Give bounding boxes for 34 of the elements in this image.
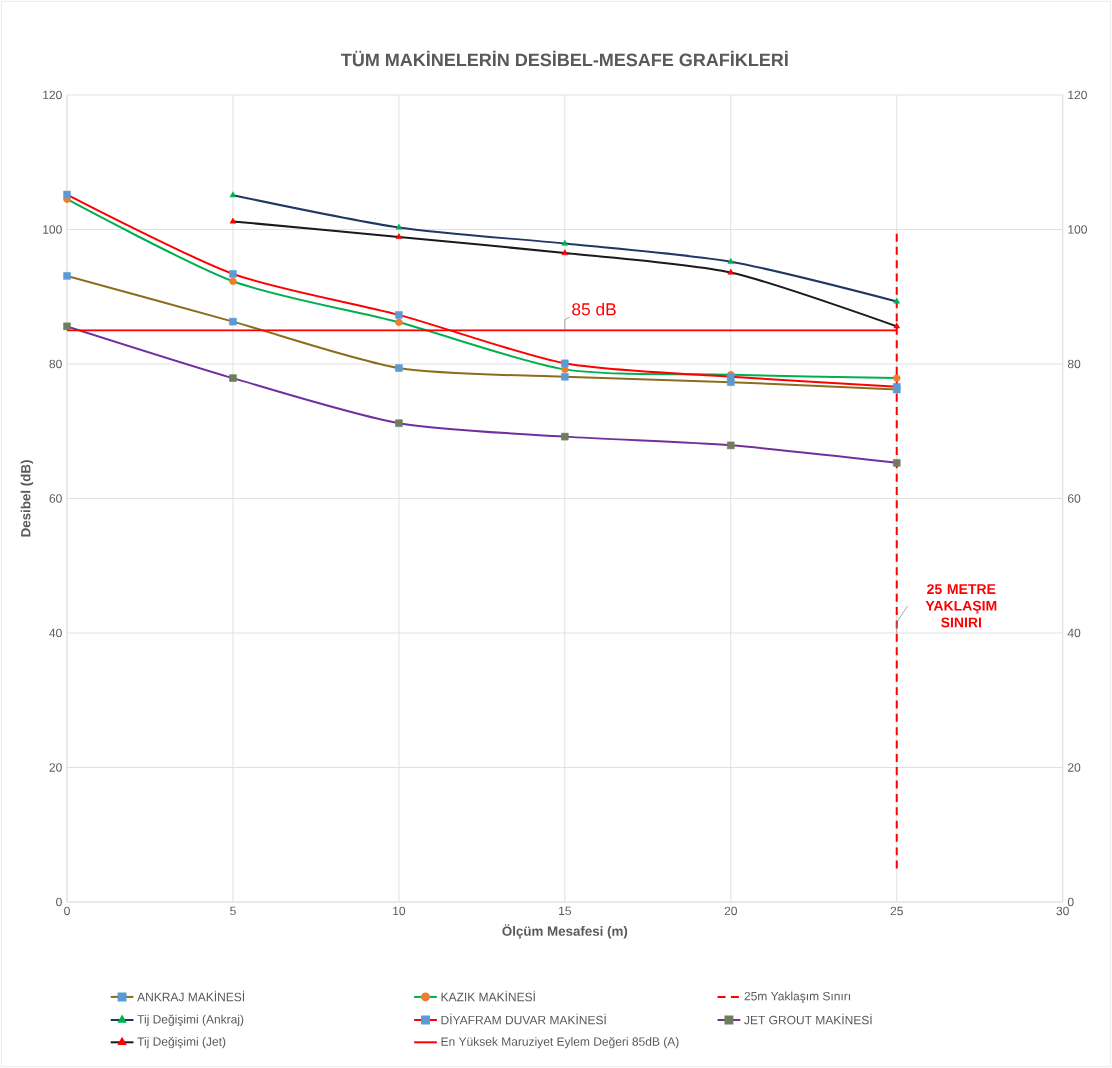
legend-label: Tij Değişimi (Jet)	[137, 1036, 226, 1049]
legend-label: En Yüksek Maruziyet Eylem Değeri 85dB (A)	[441, 1036, 679, 1049]
y-axis-title: Desibel (dB)	[20, 460, 34, 537]
annotation: 25 METRE YAKLAŞIM SINIRI	[925, 584, 997, 628]
y2-tick-label: 40	[1067, 628, 1081, 638]
y-tick-label: 80	[49, 359, 62, 369]
legend-label: KAZIK MAKİNESİ	[441, 990, 535, 1002]
y2-tick-label: 100	[1068, 225, 1087, 234]
y2-tick-label: 20	[1068, 763, 1081, 772]
x-tick-label: 0	[64, 906, 70, 916]
y-tick-label: 0	[56, 897, 62, 907]
legend-label: JET GROUT MAKİNESİ	[744, 1013, 872, 1025]
y2-tick-label: 120	[1068, 90, 1087, 100]
y-tick-label: 60	[49, 494, 62, 503]
legend-label: Tij Değişimi (Ankraj)	[137, 1014, 244, 1026]
y2-tick-label: 0	[1067, 897, 1074, 907]
y-tick-label: 40	[49, 628, 62, 638]
x-axis-title: Ölçüm Mesafesi (m)	[502, 924, 628, 939]
y-tick-label: 120	[43, 90, 62, 100]
y-tick-label: 20	[49, 763, 62, 772]
y-tick-label: 100	[43, 225, 62, 234]
x-tick-label: 10	[393, 906, 406, 916]
annotation: 85 dB	[572, 302, 616, 316]
x-tick-label: 15	[559, 906, 572, 916]
x-tick-label: 25	[890, 906, 903, 916]
x-tick-label: 5	[230, 906, 236, 916]
y2-tick-label: 60	[1068, 494, 1081, 503]
y2-tick-label: 80	[1067, 359, 1081, 369]
x-tick-label: 20	[724, 906, 737, 916]
legend-label: DİYAFRAM DUVAR MAKİNESİ	[441, 1013, 606, 1025]
legend-label: 25m Yaklaşım Sınırı	[744, 991, 850, 1003]
chart-title: TÜM MAKİNELERİN DESİBEL-MESAFE GRAFİKLERİ	[341, 50, 788, 67]
legend-label: ANKRAJ MAKİNESİ	[137, 990, 245, 1002]
x-tick-label: 30	[1056, 906, 1069, 916]
